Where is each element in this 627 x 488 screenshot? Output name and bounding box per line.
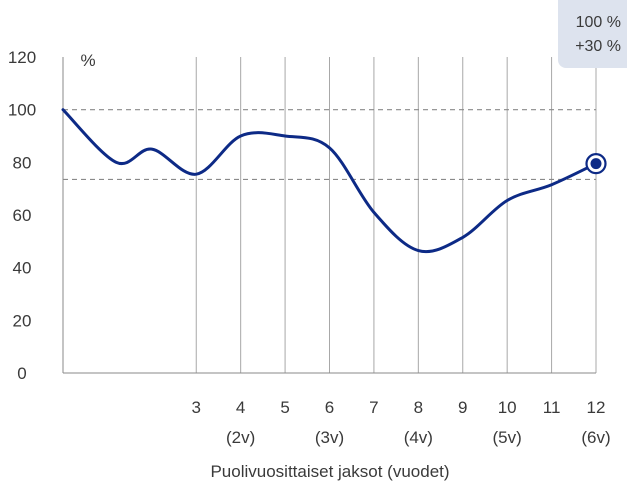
- x-tick-label: 11: [543, 398, 561, 417]
- y-tick-label: 60: [13, 206, 32, 225]
- y-tick-labels: 0 20 40 60 80 100 120: [8, 48, 36, 383]
- x-tick-label: 12: [587, 398, 606, 417]
- badge-line-2: +30 %: [575, 38, 621, 55]
- x-tick-sublabel: (4v): [404, 428, 433, 447]
- vertical-gridlines: [195, 57, 597, 373]
- x-tick-sublabel: (6v): [581, 428, 610, 447]
- x-tick-label: 4: [236, 398, 245, 417]
- y-tick-label: 100: [8, 101, 36, 120]
- x-axis-label: Puolivuosittaiset jaksot (vuodet): [210, 462, 449, 481]
- y-tick-label: 120: [8, 48, 36, 67]
- x-tick-sublabel: (2v): [226, 428, 255, 447]
- y-axis-label: %: [80, 51, 95, 70]
- badge-line-1: 100 %: [575, 14, 621, 31]
- series-line: [61, 108, 598, 254]
- x-tick-label: 5: [280, 398, 289, 417]
- x-tick-labels: 3 4 (2v) 5 6 (3v) 7 8 (4v) 9 10 (5v) 11 12 (6v): [192, 398, 611, 447]
- reference-lines: [63, 109, 596, 181]
- x-tick-label: 7: [369, 398, 378, 417]
- x-tick-label: 3: [192, 398, 201, 417]
- x-tick-sublabel: (5v): [493, 428, 522, 447]
- y-tick-label: 0: [17, 364, 26, 383]
- y-tick-label: 20: [13, 311, 32, 330]
- y-tick-label: 40: [13, 259, 32, 278]
- x-tick-label: 10: [498, 398, 517, 417]
- x-tick-sublabel: (3v): [315, 428, 344, 447]
- end-marker-dot: [590, 158, 602, 170]
- x-tick-label: 6: [325, 398, 334, 417]
- result-badge: 100 % +30 %: [558, 0, 627, 68]
- y-tick-label: 80: [13, 153, 32, 172]
- x-tick-label: 8: [414, 398, 423, 417]
- x-tick-label: 9: [458, 398, 467, 417]
